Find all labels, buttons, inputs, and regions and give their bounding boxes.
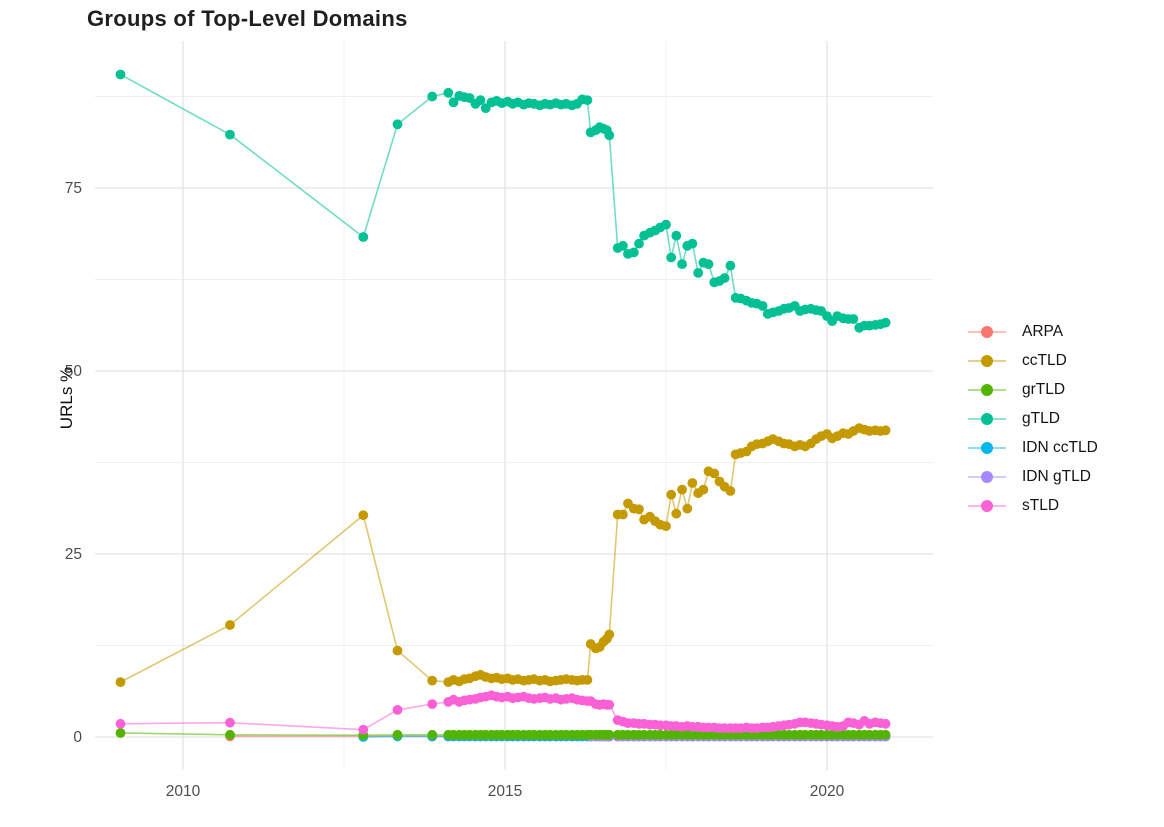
legend-item-stld: sTLD [968,496,1098,516]
legend-dot-swatch [981,442,993,454]
data-point-gtld [880,317,891,328]
legend-dot-swatch [981,413,993,425]
data-point-gtld [725,260,736,271]
data-point-cctld [677,484,687,495]
legend-label: ccTLD [1022,352,1067,369]
chart-title: Groups of Top-Level Domains [87,6,408,31]
data-point-stld [392,705,403,715]
legend-key-icon [968,496,1006,516]
legend-key-icon [968,438,1006,458]
data-point-gtld [666,252,677,263]
legend-dot-swatch [981,500,993,512]
data-point-grtld [604,729,615,740]
data-point-gtld [392,119,403,130]
data-point-gtld [677,259,687,269]
data-point-cctld [225,620,235,630]
data-point-gtld [618,240,628,251]
data-point-stld [358,724,369,735]
legend-key-icon [968,322,1006,342]
legend-dot-swatch [981,471,993,483]
data-point-gtld [671,230,682,241]
y-axis-title: URLs % [57,366,76,430]
data-point-cctld [880,425,891,436]
data-point-cctld [358,510,369,521]
data-point-stld [225,717,235,728]
data-point-grtld [225,729,235,740]
legend-item-idn-cctld: IDN ccTLD [968,438,1098,458]
data-point-cctld [698,484,709,495]
legend-key-icon [968,467,1006,487]
series-line-cctld [120,427,886,683]
data-point-gtld [661,219,671,230]
data-point-gtld [687,238,698,249]
data-point-gtld [475,95,486,106]
data-point-stld [115,718,126,729]
y-tick-label: 0 [73,729,82,746]
y-tick-label: 50 [65,363,83,380]
data-point-gtld [628,247,639,258]
data-point-gtld [604,130,615,141]
data-point-gtld [848,314,859,324]
data-point-gtld [634,238,644,249]
data-point-stld [427,699,438,709]
data-point-gtld [582,95,593,106]
legend-label: IDN gTLD [1022,468,1091,485]
data-point-gtld [115,69,126,80]
data-point-cctld [687,478,698,488]
legend-item-idn-gtld: IDN gTLD [968,467,1098,487]
data-point-cctld [582,675,593,685]
x-tick-label: 2015 [488,783,522,800]
data-point-cctld [427,675,438,686]
legend-label: gTLD [1022,410,1060,427]
data-point-stld [880,718,891,729]
data-point-cctld [115,677,126,687]
legend-label: IDN ccTLD [1022,439,1098,456]
data-point-cctld [682,503,693,514]
legend-item-arpa: ARPA [968,322,1098,342]
data-point-gtld [693,268,704,278]
data-point-gtld [443,87,454,98]
data-point-cctld [709,468,720,479]
data-point-grtld [115,728,126,738]
data-point-cctld [392,645,403,656]
legend-key-icon [968,409,1006,429]
data-point-grtld [392,729,403,740]
data-point-grtld [427,729,438,740]
legend-item-cctld: ccTLD [968,351,1098,371]
data-point-cctld [666,489,677,500]
data-point-stld [604,699,615,710]
x-tick-label: 2020 [810,783,845,800]
legend-label: sTLD [1022,497,1060,514]
data-point-cctld [671,508,682,519]
legend-label: grTLD [1022,381,1066,398]
data-point-gtld [225,129,235,140]
legend-key-icon [968,351,1006,371]
data-point-gtld [757,301,768,311]
data-point-grtld [880,729,891,740]
legend-dot-swatch [981,326,993,338]
legend: ARPA ccTLD grTLD gTLD IDN ccTLD IDN gTLD sTLD [968,322,1098,516]
legend-label: ARPA [1022,323,1064,340]
y-tick-label: 75 [65,180,82,197]
data-point-gtld [448,97,459,108]
data-point-gtld [427,91,438,102]
series-line-gtld [120,73,886,329]
legend-item-grtld: grTLD [968,380,1098,400]
data-point-cctld [618,509,628,520]
legend-key-icon [968,380,1006,400]
data-point-gtld [358,232,369,242]
data-point-cctld [725,486,736,496]
legend-dot-swatch [981,355,993,367]
data-point-cctld [604,629,615,640]
legend-item-gtld: gTLD [968,409,1098,429]
data-point-gtld [719,273,730,283]
data-point-cctld [634,504,644,515]
y-tick-label: 25 [65,546,82,563]
data-point-cctld [661,521,671,532]
data-point-gtld [703,259,714,269]
x-tick-label: 2010 [166,783,201,800]
legend-dot-swatch [981,384,993,396]
